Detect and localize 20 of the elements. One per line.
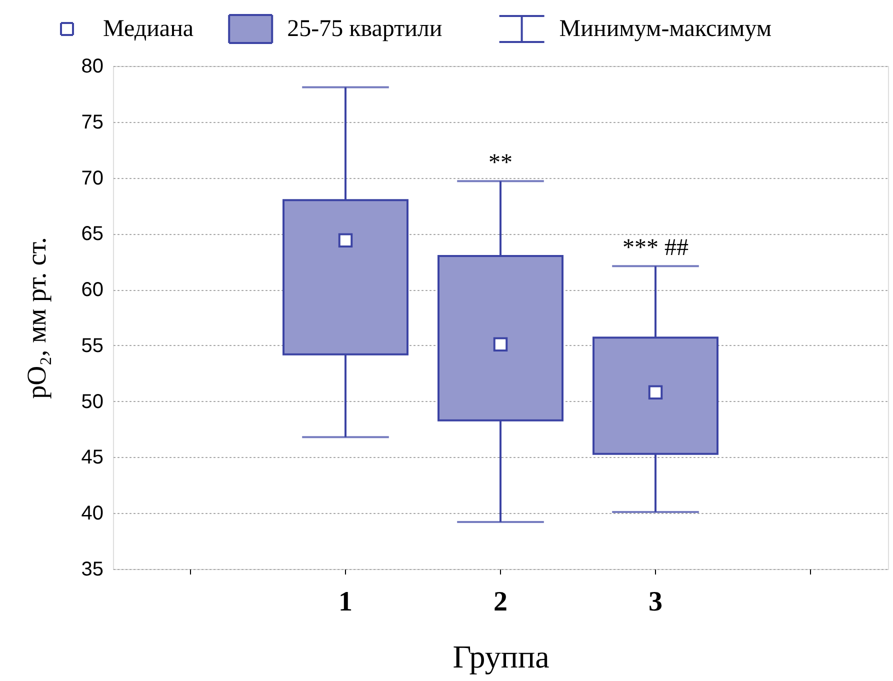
y-tick-label: 40: [81, 502, 104, 525]
text: 25-75 квартили: [287, 16, 442, 42]
annotation: *** ##: [622, 235, 688, 262]
y-tick-label: 55: [81, 334, 104, 357]
y-tick-label: 45: [81, 446, 104, 469]
x-tick-label: 2: [494, 586, 508, 618]
text: Минимум-максимум: [559, 16, 772, 42]
y-tick-label: 75: [81, 111, 104, 134]
annotation: **: [488, 150, 512, 176]
y-axis-title: pO₂, мм рт. ст.: [21, 237, 52, 399]
x-tick-label: 1: [338, 586, 352, 618]
y-tick-label: 60: [81, 279, 104, 302]
x-tick-label: 3: [648, 586, 662, 618]
y-tick-label: 80: [81, 56, 104, 78]
x-axis-title: Группа: [452, 638, 550, 674]
y-tick-label: 50: [81, 390, 104, 413]
y-tick-label: 70: [81, 167, 104, 190]
y-tick-label: 65: [81, 223, 104, 246]
y-tick-label: 35: [81, 558, 104, 580]
text: Медиана: [103, 16, 194, 42]
